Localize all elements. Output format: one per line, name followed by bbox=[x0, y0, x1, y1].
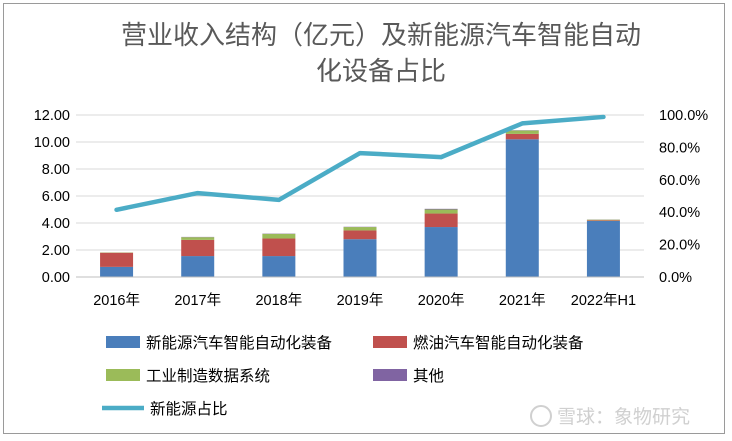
bar-segment bbox=[262, 233, 296, 239]
legend-label: 新能源汽车智能自动化装备 bbox=[146, 334, 333, 352]
bar-segment bbox=[262, 238, 296, 257]
bar-segment bbox=[262, 256, 296, 277]
bar-segment bbox=[343, 239, 377, 277]
bar-segment bbox=[181, 237, 215, 240]
x-axis-tick-label: 2018年 bbox=[255, 292, 302, 309]
left-axis-tick-label: 2.00 bbox=[42, 243, 70, 259]
right-axis-tick-label: 20.0% bbox=[659, 238, 700, 254]
legend-swatch bbox=[106, 369, 140, 381]
bar-segment bbox=[505, 139, 539, 277]
left-axis-tick-label: 10.00 bbox=[34, 135, 70, 151]
bar-segment bbox=[424, 208, 458, 210]
bar-segment bbox=[181, 256, 215, 277]
bar-segment bbox=[586, 219, 620, 221]
right-axis-tick-label: 0.0% bbox=[659, 270, 692, 286]
chart-frame bbox=[3, 3, 725, 434]
right-axis-tick-label: 40.0% bbox=[659, 205, 700, 221]
watermark: 雪球：象物研究 bbox=[530, 405, 690, 428]
share-line bbox=[114, 114, 606, 213]
x-axis-tick-label: 2022年H1 bbox=[571, 292, 636, 309]
right-axis-tick-label: 100.0% bbox=[659, 108, 708, 124]
bars bbox=[100, 130, 620, 277]
bar-segment bbox=[424, 209, 458, 214]
bar-segment bbox=[586, 220, 620, 221]
bar-segment bbox=[505, 133, 539, 140]
share-line-point bbox=[601, 114, 606, 119]
bar-segment bbox=[100, 252, 134, 267]
bar-segment bbox=[181, 239, 215, 257]
left-axis-tick-label: 0.00 bbox=[42, 270, 70, 286]
legend-label: 工业制造数据系统 bbox=[146, 367, 270, 385]
left-axis-tick-label: 8.00 bbox=[42, 162, 70, 178]
bar-segment bbox=[343, 227, 377, 231]
legend-label: 其他 bbox=[413, 367, 444, 385]
share-line-point bbox=[439, 155, 444, 160]
share-line-point bbox=[114, 207, 119, 212]
bar-segment bbox=[100, 266, 134, 277]
share-line-point bbox=[358, 151, 362, 156]
left-axis-tick-label: 12.00 bbox=[34, 108, 70, 124]
bar-segment bbox=[505, 130, 539, 134]
legend-label: 燃油汽车智能自动化装备 bbox=[413, 334, 584, 352]
legend-swatch bbox=[106, 336, 140, 348]
left-axis-tick-label: 6.00 bbox=[42, 189, 70, 205]
chart-title-line-1: 营业收入结构（亿元）及新能源汽车智能自动 bbox=[121, 21, 641, 51]
bar-segment bbox=[424, 227, 458, 277]
chart-title-line-2: 化设备占比 bbox=[316, 57, 446, 87]
x-axis-tick-label: 2016年 bbox=[93, 292, 140, 309]
left-axis-tick-label: 4.00 bbox=[42, 216, 70, 232]
share-line-point bbox=[195, 191, 200, 196]
bar-segment bbox=[343, 230, 377, 240]
legend-label: 新能源占比 bbox=[150, 400, 228, 418]
bar-segment bbox=[586, 220, 620, 277]
bar-segment bbox=[424, 213, 458, 228]
legend-swatch bbox=[373, 336, 407, 348]
watermark-text: 雪球：象物研究 bbox=[557, 406, 690, 428]
axes: 0.00 2.00 4.00 6.00 8.00 10.00 12.00 0.0% 20.0% 4… bbox=[34, 108, 709, 309]
right-axis-tick-label: 80.0% bbox=[659, 140, 700, 156]
share-line-point bbox=[276, 197, 281, 202]
right-axis-tick-label: 60.0% bbox=[659, 173, 700, 189]
x-axis-tick-label: 2017年 bbox=[174, 292, 221, 309]
watermark-logo-icon bbox=[530, 405, 552, 427]
share-line-point bbox=[520, 121, 525, 126]
x-axis-tick-label: 2020年 bbox=[418, 292, 465, 309]
x-axis-tick-label: 2019年 bbox=[337, 292, 384, 309]
legend-swatch bbox=[373, 369, 407, 381]
x-axis-tick-label: 2021年 bbox=[499, 292, 546, 309]
